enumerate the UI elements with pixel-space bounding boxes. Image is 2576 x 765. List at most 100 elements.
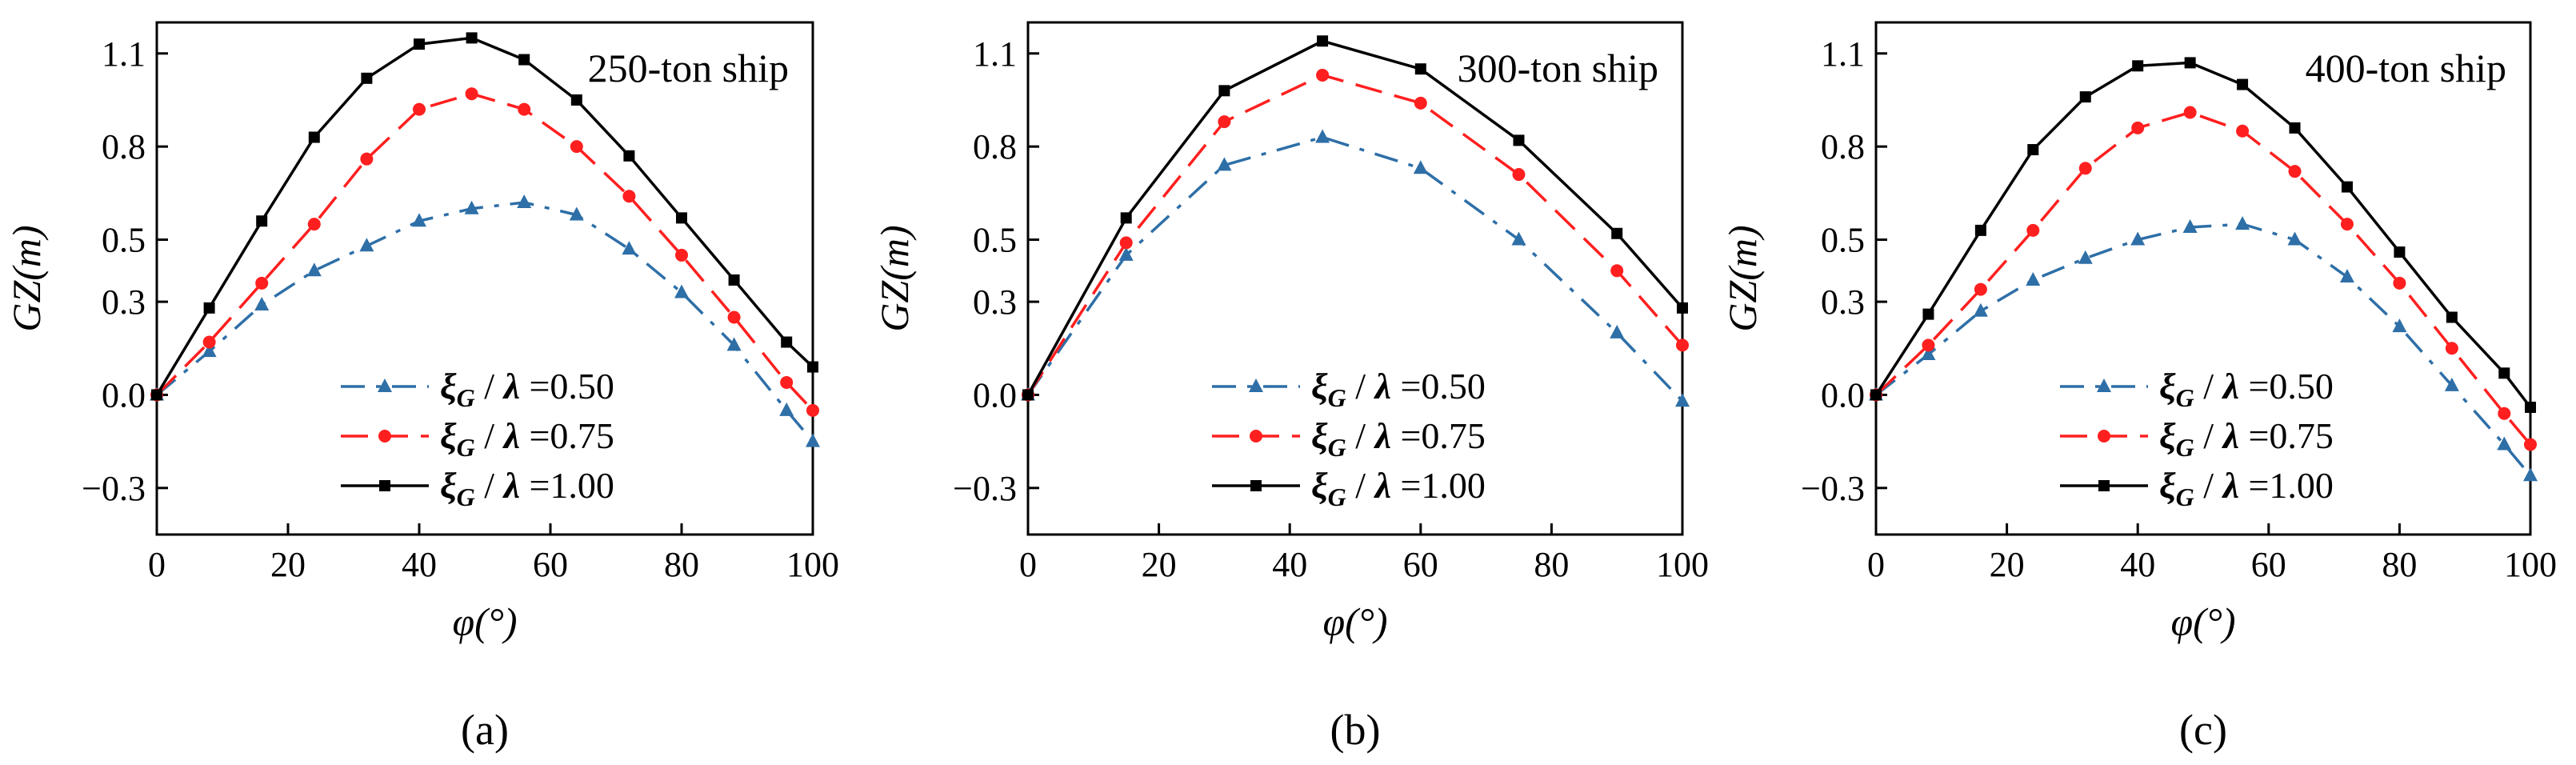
legend-slash: / [475, 465, 504, 506]
x-axis-title: φ(°) [1323, 599, 1388, 644]
data-point [1974, 282, 1987, 296]
data-point [361, 72, 373, 84]
data-point [2392, 318, 2407, 333]
series-line [1026, 74, 1684, 396]
series-1 [150, 194, 820, 447]
y-tick-label: 0.8 [102, 127, 146, 166]
data-point [255, 276, 269, 290]
legend-marker [2097, 378, 2111, 392]
panel-label: (b) [1330, 706, 1381, 754]
data-point [202, 343, 217, 358]
data-point [2237, 78, 2249, 90]
data-point [1217, 157, 1232, 171]
data-point [2289, 122, 2301, 134]
plot-frame [1026, 21, 1684, 536]
x-tick-label: 0 [1867, 545, 1885, 584]
chart-title: 300-ton ship [1458, 46, 1658, 90]
legend-entry-label: ξG / λ =0.50 [440, 366, 614, 412]
legend-marker [2098, 480, 2110, 491]
series-3 [151, 32, 818, 401]
x-tick-label: 60 [1403, 545, 1438, 584]
data-point [307, 218, 321, 231]
legend-value: =1.00 [1391, 465, 1486, 506]
legend-entry-label: ξG / λ =0.75 [440, 415, 614, 462]
data-point [2288, 165, 2302, 178]
legend-subscript: G [2176, 433, 2194, 462]
data-point [1413, 160, 1428, 174]
data-point [1922, 308, 1934, 320]
data-point [518, 102, 531, 116]
series-line [1026, 39, 1684, 396]
legend-lambda: λ [2222, 415, 2239, 456]
data-point [1512, 168, 1526, 182]
data-point [306, 262, 322, 277]
y-tick-label: 0.8 [973, 127, 1017, 166]
legend-subscript: G [1328, 383, 1346, 412]
legend-entry-label: ξG / λ =0.75 [1311, 415, 1486, 462]
data-point [2184, 57, 2196, 69]
x-tick-label: 40 [1272, 545, 1307, 584]
data-point [1675, 393, 1690, 407]
chart-title: 250-ton ship [588, 46, 789, 90]
data-point [1677, 302, 1688, 314]
data-point [2132, 60, 2144, 72]
data-point [676, 212, 687, 224]
legend-slash: / [2194, 465, 2223, 506]
x-tick-label: 100 [786, 545, 839, 584]
legend-value: =0.50 [2239, 366, 2334, 407]
data-point [2287, 231, 2302, 246]
legend-marker [1250, 480, 1262, 491]
x-tick-label: 0 [148, 545, 166, 584]
data-point [1676, 338, 1689, 352]
legend-subscript: G [1328, 433, 1346, 462]
data-point [569, 206, 584, 221]
legend-lambda: λ [502, 366, 520, 407]
data-point [2444, 377, 2459, 391]
y-tick-label: 0.5 [1821, 221, 1865, 260]
data-point [2341, 181, 2353, 193]
data-point [2078, 162, 2092, 175]
data-point [2524, 438, 2537, 451]
legend-slash: / [2194, 415, 2223, 456]
legend-xi: ξ [2159, 415, 2176, 456]
x-tick-label: 60 [533, 545, 568, 584]
data-point [518, 54, 530, 66]
series-3 [1870, 57, 2536, 413]
legend-lambda: λ [502, 465, 520, 506]
panel-label: (a) [461, 706, 509, 754]
data-point [807, 361, 818, 373]
data-point [2445, 342, 2458, 355]
data-point [254, 296, 270, 310]
series-2 [1022, 68, 1689, 402]
data-point [1973, 302, 1988, 317]
y-tick-label: −0.3 [82, 469, 146, 508]
data-point [151, 389, 162, 401]
data-point [1414, 63, 1426, 75]
x-tick-label: 100 [2504, 545, 2557, 584]
y-tick-label: 1.1 [102, 34, 146, 74]
data-point [1022, 389, 1034, 401]
x-axis-title: φ(°) [2171, 599, 2236, 644]
y-tick-label: −0.3 [1801, 469, 1865, 508]
data-point [674, 284, 689, 298]
legend-marker [1250, 430, 1262, 443]
series-line [155, 92, 814, 411]
x-tick-label: 20 [270, 545, 306, 584]
data-point [2182, 219, 2198, 233]
x-tick-label: 80 [664, 545, 699, 584]
legend-marker [1249, 378, 1263, 392]
data-point [1922, 338, 1935, 352]
data-point [2027, 144, 2039, 156]
y-tick-label: 0.5 [102, 221, 146, 260]
data-point [570, 140, 583, 154]
panel-label: (c) [2179, 706, 2227, 754]
data-point [414, 38, 425, 50]
series-line [1874, 61, 2532, 409]
series-line [155, 36, 814, 396]
legend-slash: / [1346, 415, 1375, 456]
data-point [622, 241, 637, 255]
legend-slash: / [2194, 366, 2223, 407]
